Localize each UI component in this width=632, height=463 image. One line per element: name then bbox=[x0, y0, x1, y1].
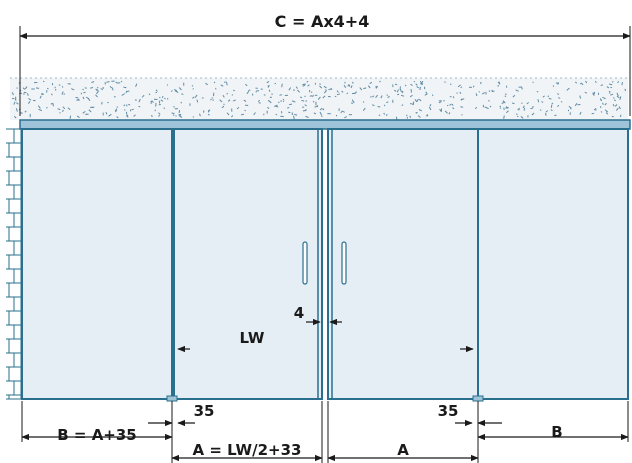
dimension-lines bbox=[19, 32, 631, 462]
label-gap: 4 bbox=[294, 304, 304, 322]
ceiling bbox=[10, 77, 628, 120]
top-rail bbox=[19, 119, 631, 130]
door-handle-left bbox=[302, 241, 308, 285]
glass-panels bbox=[21, 128, 629, 400]
left-wall bbox=[6, 128, 22, 400]
right-fixed-panel bbox=[477, 128, 629, 400]
label-door-width-short: A bbox=[397, 441, 409, 459]
label-side-width-short: B bbox=[551, 423, 562, 441]
left-sliding-door bbox=[173, 128, 323, 400]
label-overlap-right: 35 bbox=[438, 402, 459, 420]
label-door-width: A = LW/2+33 bbox=[193, 441, 302, 459]
floor-guide-right bbox=[472, 395, 484, 402]
right-sliding-door bbox=[327, 128, 479, 400]
label-side-width: B = A+35 bbox=[57, 426, 137, 444]
label-overlap-left: 35 bbox=[194, 402, 215, 420]
ceiling-texture bbox=[11, 80, 626, 120]
door-handle-right bbox=[341, 241, 347, 285]
floor-guide-left bbox=[166, 395, 178, 402]
label-clear-opening: LW bbox=[240, 329, 265, 347]
left-fixed-panel bbox=[21, 128, 173, 400]
label-total-width: C = Ax4+4 bbox=[275, 12, 370, 31]
